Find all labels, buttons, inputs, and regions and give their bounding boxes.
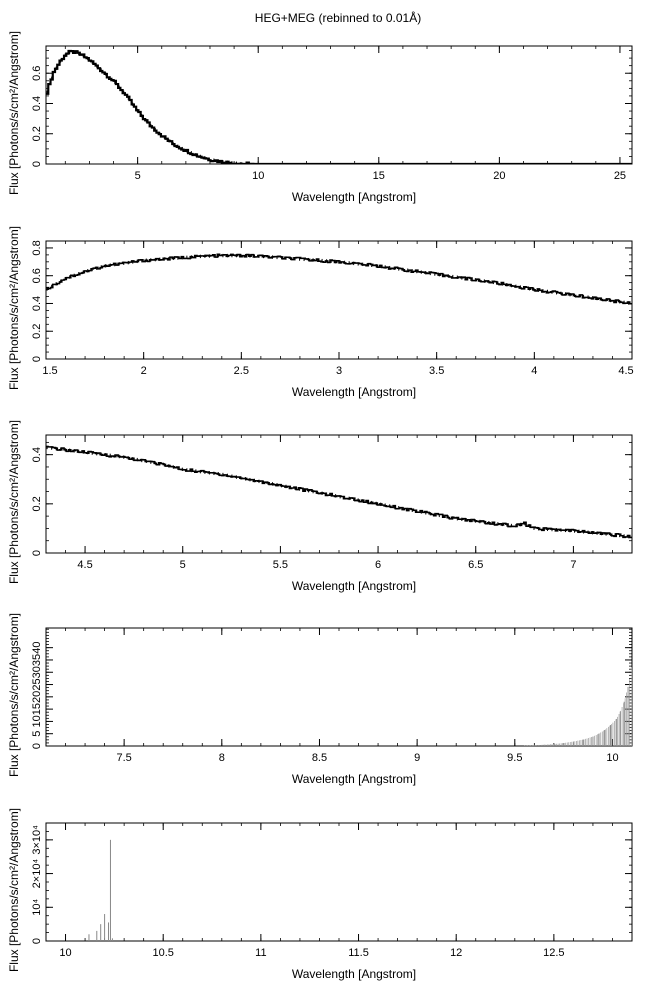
x-tick-label: 6 — [375, 559, 381, 571]
y-tick-label: 2×10⁴ — [31, 859, 43, 889]
x-tick-label: 12 — [450, 947, 462, 959]
chart-panel-2: 1.5 2 2.5 3 3.5 4 4.5 0 0.2 0.4 0.6 0.8 Wavelength [… — [7, 226, 634, 399]
y-tick-label: 30 — [31, 666, 43, 678]
y-tick-label: 25 — [31, 678, 43, 690]
x-tick-label: 4 — [531, 365, 537, 377]
y-tick-label: 20 — [31, 691, 43, 703]
x-tick-label: 5.5 — [273, 559, 288, 571]
y-tick-label: 3×10⁴ — [31, 825, 43, 855]
chart-panel-1: 5 10 15 20 25 0 0.2 0.4 0.6 Wavelength [Angstrom]… — [7, 31, 633, 204]
chart-panel-5: 10 10.5 11 11.5 12 12.5 0 10⁴ 2×10⁴ 3×10⁴ Waveleng… — [7, 808, 633, 981]
y-axis-label: Flux [Photons/s/cm²/Angstrom] — [7, 420, 21, 584]
x-tick-label: 4.5 — [77, 559, 92, 571]
y-tick-label: 0 — [31, 550, 43, 556]
x-tick-label: 3 — [336, 365, 342, 377]
y-tick-label: 0.2 — [31, 324, 43, 339]
plot-frame — [45, 822, 633, 942]
y-tick-label: 0.2 — [31, 126, 43, 141]
x-axis-label: Wavelength [Angstrom] — [292, 772, 416, 786]
x-tick-label: 3.5 — [429, 365, 444, 377]
x-tick-label: 10.5 — [152, 947, 173, 959]
x-axis-label: Wavelength [Angstrom] — [292, 385, 416, 399]
x-tick-label: 5 — [180, 559, 186, 571]
x-tick-label: 25 — [614, 170, 626, 182]
y-tick-label: 0.4 — [31, 96, 43, 111]
x-tick-label: 7 — [570, 559, 576, 571]
plot-frame — [45, 240, 633, 360]
chart-panel-4: 7.5 8 8.5 9 9.5 100510152025303540Wavelength … — [7, 613, 633, 786]
y-tick-label: 0 — [31, 743, 43, 749]
x-tick-label: 10 — [252, 170, 264, 182]
x-tick-label: 20 — [493, 170, 505, 182]
x-axis-label: Wavelength [Angstrom] — [292, 579, 416, 593]
x-tick-label: 8 — [219, 752, 225, 764]
y-axis-label: Flux [Photons/s/cm²/Angstrom] — [7, 613, 21, 777]
y-axis-label: Flux [Photons/s/cm²/Angstrom] — [7, 31, 21, 195]
y-tick-label: 0.8 — [31, 240, 43, 255]
y-tick-label: 5 — [31, 731, 43, 737]
y-tick-label: 0.6 — [31, 66, 43, 81]
x-tick-label: 4.5 — [618, 365, 633, 377]
y-tick-label: 10⁴ — [31, 899, 43, 916]
y-tick-label: 0 — [31, 356, 43, 362]
x-tick-label: 15 — [373, 170, 385, 182]
x-tick-label: 6.5 — [468, 559, 483, 571]
y-tick-label: 0.4 — [31, 296, 43, 311]
x-axis-label: Wavelength [Angstrom] — [292, 967, 416, 981]
y-tick-label: 0.2 — [31, 496, 43, 511]
x-tick-label: 11.5 — [348, 947, 369, 959]
data-series-line — [46, 253, 632, 305]
x-tick-label: 11 — [255, 947, 266, 959]
x-tick-label: 2 — [141, 365, 147, 377]
x-tick-label: 10 — [606, 752, 618, 764]
y-tick-label: 15 — [31, 703, 43, 715]
y-tick-label: 0 — [31, 938, 43, 944]
chart-panel-3: 4.5 5 5.5 6 6.5 7 0 0.2 0.4 Wavelength [Angstrom]… — [7, 420, 633, 593]
y-tick-label: 0 — [31, 161, 43, 167]
data-series-line — [46, 445, 632, 539]
x-tick-label: 1.5 — [42, 365, 57, 377]
x-tick-label: 12.5 — [543, 947, 564, 959]
x-tick-label: 10 — [59, 947, 71, 959]
x-tick-label: 7.5 — [116, 752, 131, 764]
x-tick-label: 9.5 — [507, 752, 522, 764]
y-axis-label: Flux [Photons/s/cm²/Angstrom] — [7, 226, 21, 390]
plot-frame — [45, 627, 633, 747]
x-tick-label: 8.5 — [312, 752, 327, 764]
y-tick-label: 35 — [31, 654, 43, 666]
figure-title: HEG+MEG (rebinned to 0.01Å) — [255, 10, 421, 25]
y-tick-label: 40 — [31, 642, 43, 654]
x-axis-label: Wavelength [Angstrom] — [292, 190, 416, 204]
data-series-line — [46, 49, 632, 164]
x-tick-label: 2.5 — [234, 365, 249, 377]
plot-frame — [45, 434, 633, 554]
x-tick-label: 9 — [414, 752, 420, 764]
y-tick-label: 0.4 — [31, 447, 43, 462]
y-tick-label: 10 — [31, 715, 43, 727]
y-tick-label: 0.6 — [31, 268, 43, 283]
x-tick-label: 5 — [135, 170, 141, 182]
y-axis-label: Flux [Photons/s/cm²/Angstrom] — [7, 808, 21, 972]
